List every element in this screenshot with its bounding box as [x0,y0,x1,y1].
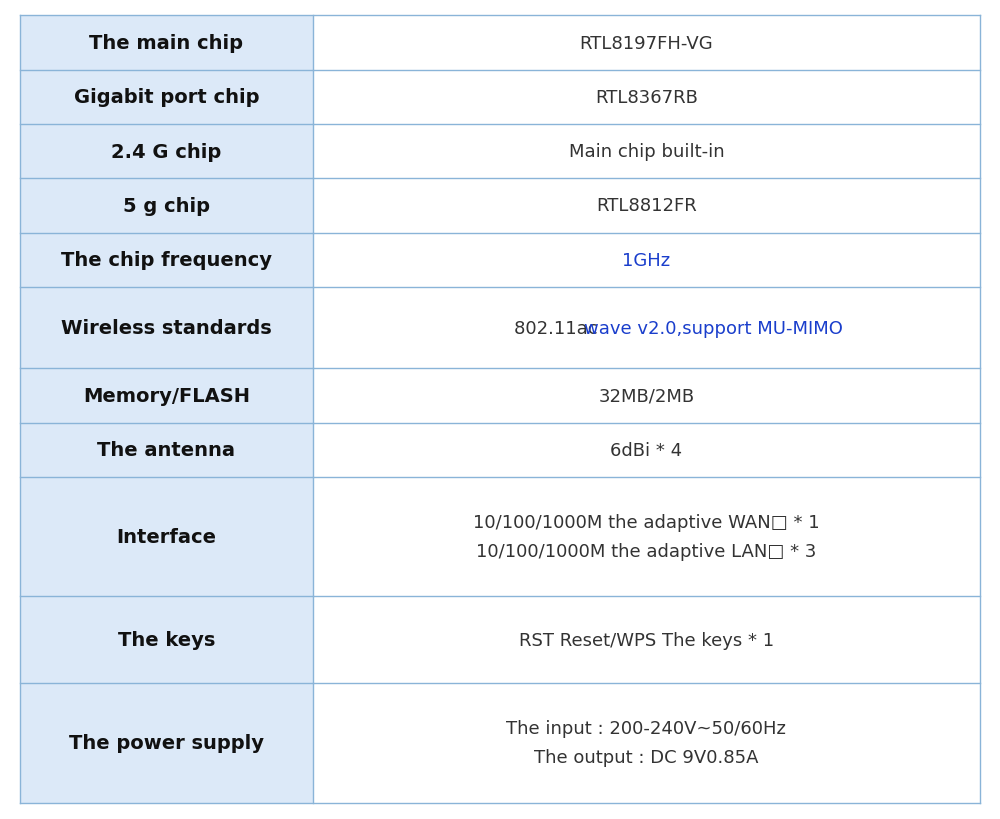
Text: RTL8197FH-VG: RTL8197FH-VG [580,34,713,52]
Bar [20,423,313,477]
Text: Wireless standards: Wireless standards [61,319,272,337]
Bar [20,596,313,683]
Bar [313,70,980,124]
Text: wave v2.0,support MU-MIMO: wave v2.0,support MU-MIMO [584,319,843,337]
Bar [20,70,313,124]
Text: The antenna: The antenna [97,441,235,459]
Bar [20,369,313,423]
Text: 32MB/2MB: 32MB/2MB [598,387,694,405]
Bar [20,16,313,70]
Text: Interface: Interface [116,527,216,546]
Bar [313,179,980,233]
Bar [20,287,313,369]
Bar [313,423,980,477]
Bar [313,124,980,179]
Bar [313,596,980,683]
Bar [20,124,313,179]
Text: RTL8367RB: RTL8367RB [595,88,698,106]
Text: 10/100/1000M the adaptive WAN□ * 1
10/100/1000M the adaptive LAN□ * 3: 10/100/1000M the adaptive WAN□ * 1 10/10… [473,514,820,560]
Text: The power supply: The power supply [69,734,264,753]
Text: The chip frequency: The chip frequency [61,251,272,270]
Text: Memory/FLASH: Memory/FLASH [83,387,250,405]
Text: The input : 200-240V~50/60Hz
The output : DC 9V0.85A: The input : 200-240V~50/60Hz The output … [506,719,786,767]
Text: 1GHz: 1GHz [622,251,670,269]
Text: 6dBi * 4: 6dBi * 4 [610,441,682,459]
Text: Main chip built-in: Main chip built-in [569,143,724,161]
Text: RTL8812FR: RTL8812FR [596,197,697,215]
Text: 802.11ac wave v2.0,support MU-MIMO: 802.11ac wave v2.0,support MU-MIMO [472,319,821,337]
Bar [313,16,980,70]
Text: 2.4 G chip: 2.4 G chip [111,143,222,161]
Bar [20,233,313,287]
Bar [313,369,980,423]
Text: 5 g chip: 5 g chip [123,197,210,215]
Bar [313,477,980,596]
Text: The main chip: The main chip [89,34,243,53]
Bar [313,287,980,369]
Text: Gigabit port chip: Gigabit port chip [74,88,259,107]
Text: The keys: The keys [118,631,215,649]
Bar [313,233,980,287]
Bar [20,477,313,596]
Bar [20,179,313,233]
Text: 802.11ac: 802.11ac [514,319,603,337]
Bar [313,683,980,803]
Bar [20,683,313,803]
Text: RST Reset/WPS The keys * 1: RST Reset/WPS The keys * 1 [519,631,774,649]
